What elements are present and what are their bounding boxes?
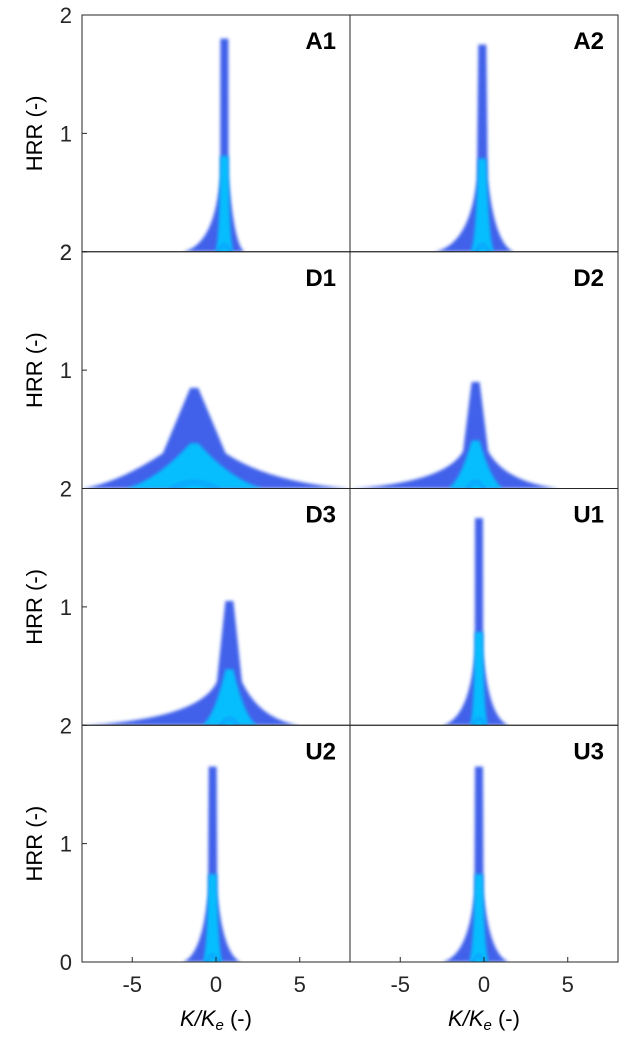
y-tick-label: 2 xyxy=(60,713,72,738)
x-tick-label: 0 xyxy=(478,972,490,997)
density-envelope xyxy=(82,387,350,489)
panel-label-u2: U2 xyxy=(305,738,336,765)
density-d2 xyxy=(350,381,560,489)
density-a2 xyxy=(433,44,515,252)
density-core xyxy=(458,436,494,489)
y-tick-label: 2 xyxy=(60,3,72,28)
density-envelope xyxy=(350,381,560,489)
density-core xyxy=(464,673,493,726)
density-a1 xyxy=(182,38,245,252)
density-layer xyxy=(82,38,560,962)
density-u1 xyxy=(442,518,510,726)
y-axis-label: HRR (-) xyxy=(22,806,47,882)
density-d3 xyxy=(82,600,300,726)
x-tick-label: 0 xyxy=(210,972,222,997)
panel-label-d3: D3 xyxy=(305,502,336,529)
density-u2 xyxy=(182,766,242,962)
density-core xyxy=(198,909,227,962)
y-axis-label: HRR (-) xyxy=(22,332,47,408)
y-tick-label: 1 xyxy=(60,832,72,857)
density-envelope xyxy=(82,600,300,726)
density-core xyxy=(210,199,239,252)
x-tick-label: -5 xyxy=(122,972,142,997)
panel-label-a2: A2 xyxy=(573,28,604,55)
density-u3 xyxy=(442,766,510,962)
density-envelope xyxy=(182,766,242,962)
y-tick-label: 0 xyxy=(60,950,72,975)
panel-label-a1: A1 xyxy=(305,28,336,55)
x-axis-label: K/Ke (-) xyxy=(448,1006,520,1034)
frames-layer xyxy=(81,14,619,963)
x-tick-label: 5 xyxy=(294,972,306,997)
panel-label-d1: D1 xyxy=(305,265,336,292)
density-core xyxy=(464,909,493,962)
density-envelope xyxy=(442,518,510,726)
y-tick-label: 2 xyxy=(60,240,72,265)
y-axis-label: HRR (-) xyxy=(22,569,47,645)
y-tick-label: 1 xyxy=(60,595,72,620)
density-d1 xyxy=(82,387,350,489)
density-core xyxy=(150,436,239,489)
y-tick-label: 1 xyxy=(60,358,72,383)
x-axis-label: K/Ke (-) xyxy=(180,1006,252,1034)
x-tick-label: 5 xyxy=(562,972,574,997)
text-layer: 2 1 2 A1 HRR (-) A2 2 1 D1 HRR (-) D2 2 1 D3 HRR (-) U1… xyxy=(22,3,604,1034)
y-axis-label: HRR (-) xyxy=(22,95,47,171)
panel-label-d2: D2 xyxy=(573,265,604,292)
y-tick-label: 1 xyxy=(60,121,72,146)
y-tick-label: 2 xyxy=(60,477,72,502)
density-envelope xyxy=(442,766,510,962)
y-tick-label: 2 xyxy=(60,240,72,265)
density-core xyxy=(211,673,247,726)
panel-label-u1: U1 xyxy=(573,502,604,529)
density-core xyxy=(468,199,497,252)
panel-label-u3: U3 xyxy=(573,738,604,765)
x-tick-label: -5 xyxy=(390,972,410,997)
